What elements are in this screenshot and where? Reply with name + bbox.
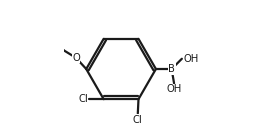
Text: O: O [72, 53, 80, 63]
Text: OH: OH [166, 84, 182, 94]
Text: Cl: Cl [78, 94, 88, 104]
Text: Cl: Cl [133, 115, 143, 125]
Text: OH: OH [184, 54, 199, 64]
Text: B: B [168, 64, 175, 74]
